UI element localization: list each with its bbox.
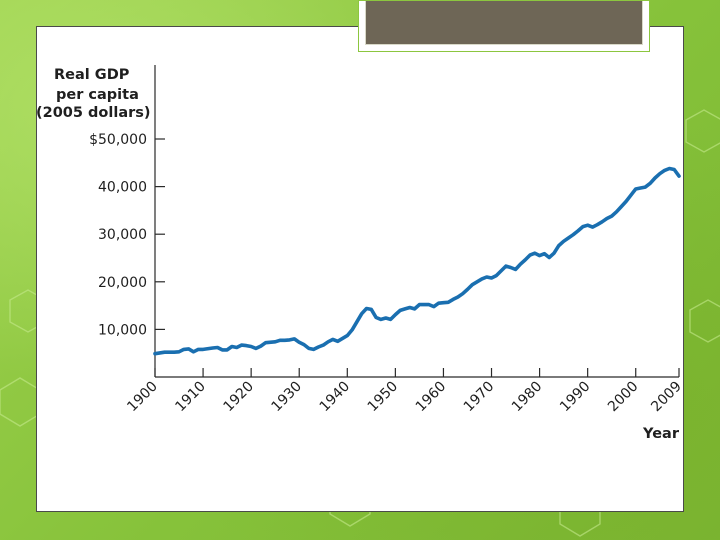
y-axis: 10,000 20,000 30,000 40,000 $50,000 xyxy=(89,65,165,377)
x-tick-label: 1900 xyxy=(124,379,161,416)
x-axis: 1900 1910 1920 1930 1940 1950 1960 1970 1980 1990… xyxy=(124,368,685,415)
x-tick-label: 1970 xyxy=(461,379,498,416)
slide-title-placeholder xyxy=(358,0,650,52)
y-tick-label: $50,000 xyxy=(89,132,147,148)
x-tick-label: 1910 xyxy=(172,379,209,416)
slide-content-frame xyxy=(36,26,684,512)
y-axis-title: Real GDP per capita (2005 dollars) xyxy=(36,67,151,121)
x-tick-label: 1980 xyxy=(509,379,546,416)
x-tick-label: 1990 xyxy=(557,379,594,416)
x-tick-label: 2000 xyxy=(605,379,642,416)
y-tick-label: 40,000 xyxy=(98,180,147,196)
x-tick-label: 1930 xyxy=(269,379,306,416)
slide-title-placeholder-fill xyxy=(365,1,643,45)
y-axis-title-line-2: per capita xyxy=(56,87,139,103)
x-tick-label: 1920 xyxy=(220,379,257,416)
x-tick-label: 2009 xyxy=(648,379,685,416)
x-tick-label: 1940 xyxy=(317,379,354,416)
x-axis-title: Year xyxy=(642,426,680,442)
y-tick-label: 20,000 xyxy=(98,275,147,291)
y-axis-title-line-1: Real GDP xyxy=(54,67,130,83)
series-line-real-gdp-per-capita xyxy=(153,166,681,356)
x-tick-label: 1960 xyxy=(413,379,450,416)
y-axis-title-line-3: (2005 dollars) xyxy=(36,105,151,121)
y-tick-label: 10,000 xyxy=(98,322,147,338)
y-tick-label: 30,000 xyxy=(98,227,147,243)
x-tick-label: 1950 xyxy=(365,379,402,416)
